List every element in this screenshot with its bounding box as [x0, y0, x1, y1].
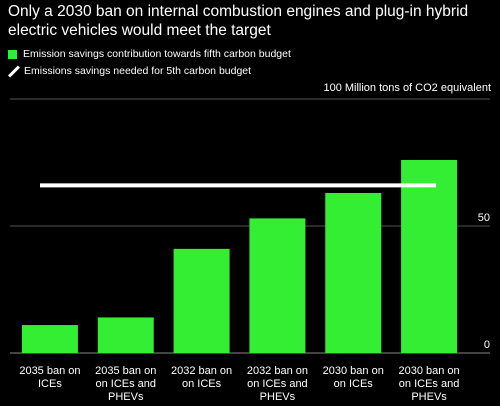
- x-category-label: 2030 ban on on ICEs: [323, 365, 384, 390]
- legend-line-label: Emissions savings needed for 5th carbon …: [24, 65, 252, 77]
- bar: [97, 317, 154, 353]
- x-category-label: 2035 ban on ICEs: [19, 365, 80, 390]
- bar: [249, 218, 306, 353]
- legend: Emission savings contribution towards fi…: [8, 46, 291, 80]
- y-axis-unit-label: 100 Million tons of CO2 equivalent: [323, 82, 491, 94]
- bar: [21, 325, 78, 353]
- chart-title: Only a 2030 ban on internal combustion e…: [8, 3, 469, 39]
- x-category-label: 2035 ban on on ICEs and PHEVs: [95, 365, 156, 403]
- x-category-label: 2032 ban on on ICEs: [171, 365, 232, 390]
- bar: [173, 248, 230, 353]
- x-category-label: 2032 ban on on ICEs and PHEVs: [247, 365, 308, 403]
- legend-item-bars: Emission savings contribution towards fi…: [8, 46, 291, 63]
- bar: [325, 192, 382, 353]
- y-tick-label: 0: [484, 339, 490, 351]
- legend-item-target: Emissions savings needed for 5th carbon …: [8, 63, 291, 80]
- y-tick-label: 50: [478, 212, 490, 224]
- x-category-label: 2030 ban on on ICEs and PHEVs: [398, 365, 459, 403]
- legend-bar-label: Emission savings contribution towards fi…: [23, 48, 291, 60]
- legend-bar-swatch: [8, 50, 17, 59]
- bar: [401, 159, 458, 353]
